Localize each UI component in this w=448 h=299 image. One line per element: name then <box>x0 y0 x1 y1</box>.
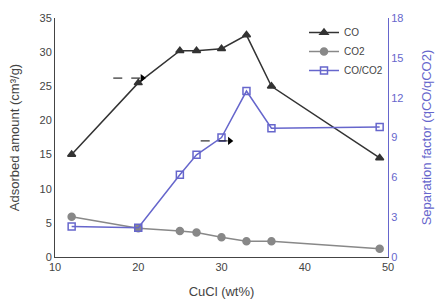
svg-text:40: 40 <box>299 261 311 273</box>
svg-text:10: 10 <box>49 261 61 273</box>
svg-text:10: 10 <box>40 183 52 195</box>
svg-text:35: 35 <box>40 12 52 24</box>
svg-text:25: 25 <box>40 80 52 92</box>
svg-text:20: 20 <box>40 114 52 126</box>
svg-text:Separation factor (qCO/qCO2): Separation factor (qCO/qCO2) <box>419 50 434 226</box>
svg-text:CO2: CO2 <box>344 46 365 57</box>
svg-text:15: 15 <box>40 148 52 160</box>
svg-text:CO: CO <box>344 27 359 38</box>
svg-text:CuCl (wt%): CuCl (wt%) <box>189 284 255 299</box>
svg-text:20: 20 <box>132 261 144 273</box>
svg-text:30: 30 <box>40 46 52 58</box>
svg-text:0: 0 <box>46 251 52 263</box>
svg-text:18: 18 <box>391 12 403 24</box>
svg-text:12: 12 <box>391 92 403 104</box>
svg-text:9: 9 <box>391 131 397 143</box>
svg-text:Adsorbed amount (cm³/g): Adsorbed amount (cm³/g) <box>7 64 22 211</box>
svg-text:CO/CO2: CO/CO2 <box>344 65 383 76</box>
svg-text:50: 50 <box>382 261 394 273</box>
svg-text:6: 6 <box>391 171 397 183</box>
svg-text:3: 3 <box>391 211 397 223</box>
svg-text:15: 15 <box>391 52 403 64</box>
svg-text:0: 0 <box>391 251 397 263</box>
svg-text:30: 30 <box>215 261 227 273</box>
svg-text:5: 5 <box>46 217 52 229</box>
